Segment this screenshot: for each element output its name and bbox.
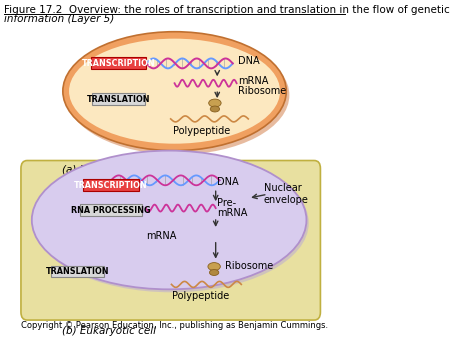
Text: mRNA: mRNA — [146, 231, 176, 241]
Text: TRANSLATION: TRANSLATION — [87, 95, 150, 103]
FancyBboxPatch shape — [91, 57, 146, 69]
Text: RNA PROCESSING: RNA PROCESSING — [71, 206, 151, 215]
FancyBboxPatch shape — [80, 204, 142, 216]
Ellipse shape — [69, 39, 280, 144]
Text: Figure 17.2  Overview: the roles of transcription and translation in the flow of: Figure 17.2 Overview: the roles of trans… — [4, 5, 450, 15]
Text: mRNA: mRNA — [238, 76, 269, 86]
Text: Ribosome: Ribosome — [238, 86, 287, 96]
Ellipse shape — [210, 106, 220, 112]
Text: information (Layer 5): information (Layer 5) — [4, 14, 114, 24]
Text: Polypeptide: Polypeptide — [173, 126, 230, 136]
Text: TRANSCRIPTION: TRANSCRIPTION — [82, 59, 156, 68]
Text: (b) Eukaryotic cell: (b) Eukaryotic cell — [62, 326, 156, 336]
Text: Ribosome: Ribosome — [225, 261, 273, 270]
Text: Polypeptide: Polypeptide — [171, 291, 229, 301]
Ellipse shape — [34, 153, 309, 292]
Text: DNA: DNA — [217, 177, 239, 187]
Ellipse shape — [209, 269, 219, 275]
FancyBboxPatch shape — [51, 266, 104, 277]
FancyBboxPatch shape — [21, 161, 320, 320]
Text: TRANSCRIPTION: TRANSCRIPTION — [74, 181, 148, 190]
Text: (a) Prokaryotic cell: (a) Prokaryotic cell — [62, 166, 160, 175]
Text: Nuclear
envelope: Nuclear envelope — [264, 183, 309, 205]
Text: Pre-
mRNA: Pre- mRNA — [217, 198, 248, 218]
Ellipse shape — [66, 36, 289, 154]
Text: Copyright © Pearson Education, Inc., publishing as Benjamin Cummings.: Copyright © Pearson Education, Inc., pub… — [21, 321, 328, 330]
FancyBboxPatch shape — [92, 93, 145, 105]
Ellipse shape — [32, 151, 306, 289]
Ellipse shape — [208, 263, 220, 270]
Ellipse shape — [209, 99, 221, 107]
Text: TRANSLATION: TRANSLATION — [46, 267, 109, 276]
FancyBboxPatch shape — [83, 179, 139, 191]
Text: DNA: DNA — [238, 56, 260, 67]
Ellipse shape — [63, 32, 286, 151]
